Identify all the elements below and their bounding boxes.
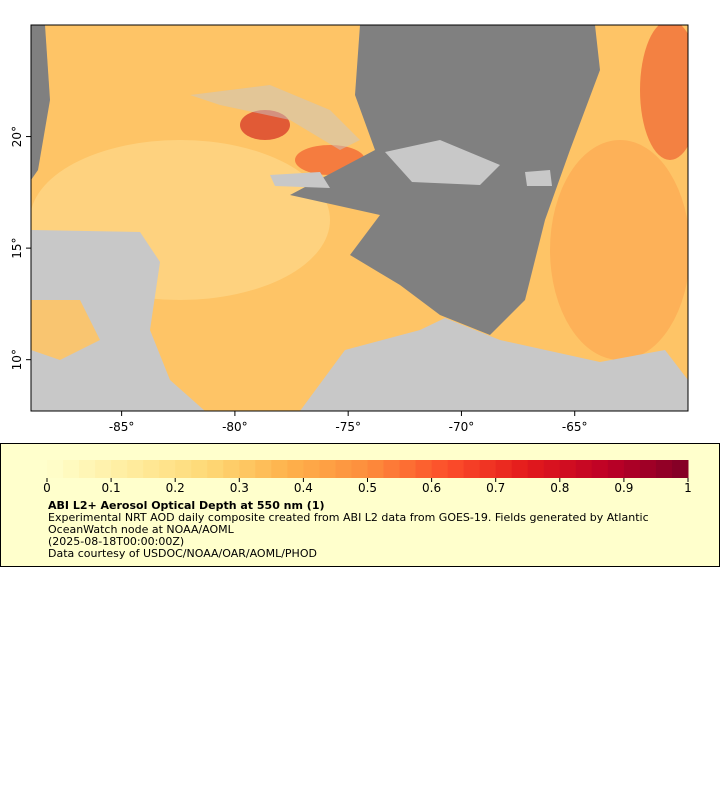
colorbar-tick-label: 0.8 <box>550 481 569 495</box>
colorbar-tick-label: 0.6 <box>422 481 441 495</box>
aod-patch <box>640 25 688 160</box>
colorbar-segment <box>63 460 80 478</box>
colorbar-tick-label: 0.9 <box>614 481 633 495</box>
colorbar-segment <box>527 460 545 478</box>
colorbar-tick-label: 0.7 <box>486 481 505 495</box>
lon-tick-label: -65° <box>562 420 588 434</box>
colorbar-segment <box>607 460 625 478</box>
colorbar-segment <box>271 460 288 478</box>
lat-tick-label: 15° <box>10 237 24 258</box>
colorbar-segment <box>591 460 609 478</box>
aod-patch <box>240 110 290 140</box>
land <box>190 85 360 150</box>
colorbar-segment <box>287 460 304 478</box>
colorbar-segment <box>111 460 128 478</box>
land <box>300 318 688 411</box>
colorbar-tick-label: 0.2 <box>166 481 185 495</box>
land <box>525 170 552 186</box>
colorbar-segment <box>575 460 593 478</box>
colorbar-segment <box>319 460 336 478</box>
legend-title: ABI L2+ Aerosol Optical Depth at 550 nm … <box>48 499 325 512</box>
colorbar-segment <box>383 460 401 478</box>
colorbar-tick-label: 1 <box>684 481 692 495</box>
aod-patch <box>31 300 100 360</box>
lon-tick-label: -70° <box>449 420 475 434</box>
colorbar-tick-label: 0.1 <box>102 481 121 495</box>
map-image <box>31 25 688 411</box>
colorbar-segment <box>303 460 320 478</box>
colorbar-tick-label: 0.5 <box>358 481 377 495</box>
map-frame <box>30 24 689 412</box>
lon-tick-label: -80° <box>222 420 248 434</box>
no-data-area <box>31 25 50 180</box>
colorbar-segment <box>463 460 481 478</box>
colorbar-segment <box>223 460 240 478</box>
colorbar-segment <box>255 460 272 478</box>
colorbar-segment <box>79 460 96 478</box>
colorbar-segment <box>143 460 160 478</box>
colorbar-segment <box>351 460 368 478</box>
lon-tick-label: -75° <box>335 420 361 434</box>
lon-tick-label: -85° <box>109 420 135 434</box>
colorbar-segment <box>447 460 465 478</box>
colorbar-segment <box>495 460 513 478</box>
colorbar-segment <box>239 460 256 478</box>
colorbar-segment <box>335 460 352 478</box>
colorbar-segment <box>191 460 208 478</box>
legend-time: (2025-08-18T00:00:00Z) <box>48 535 185 548</box>
colorbar-segment <box>623 460 641 478</box>
colorbar-segment <box>207 460 224 478</box>
aod-patch <box>550 140 688 360</box>
legend-description: Experimental NRT AOD daily composite cre… <box>48 511 649 536</box>
colorbar-tick-label: 0 <box>43 481 51 495</box>
colorbar-segment <box>127 460 144 478</box>
lat-tick-label: 20° <box>10 126 24 147</box>
colorbar-segment <box>479 460 497 478</box>
colorbar-tick-label: 0.4 <box>294 481 313 495</box>
colorbar-segment <box>159 460 176 478</box>
colorbar-segment <box>511 460 529 478</box>
colorbar-segment <box>175 460 192 478</box>
colorbar-segment <box>559 460 577 478</box>
colorbar-segment <box>639 460 657 478</box>
legend-credit: Data courtesy of USDOC/NOAA/OAR/AOML/PHO… <box>48 547 317 560</box>
colorbar-segment <box>367 460 385 478</box>
colorbar-segment <box>399 460 417 478</box>
land <box>385 140 500 185</box>
lat-tick-label: 10° <box>10 349 24 370</box>
colorbar-segment <box>431 460 449 478</box>
colorbar-segment <box>95 460 112 478</box>
colorbar-segment <box>671 460 689 478</box>
colorbar-segment <box>47 460 64 478</box>
land <box>270 172 330 188</box>
colorbar-tick-label: 0.3 <box>230 481 249 495</box>
legend-text: ABI L2+ Aerosol Optical Depth at 550 nm … <box>48 500 688 560</box>
colorbar-segment <box>415 460 433 478</box>
land <box>31 230 205 411</box>
colorbar-segment <box>543 460 561 478</box>
colorbar-segment <box>655 460 673 478</box>
